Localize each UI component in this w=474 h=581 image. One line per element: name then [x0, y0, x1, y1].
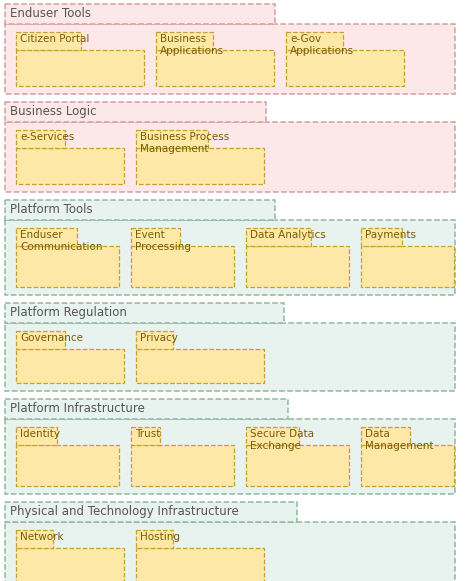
- Bar: [16, 32, 81, 50]
- Bar: [5, 24, 455, 94]
- Bar: [131, 246, 234, 287]
- Text: Business Logic: Business Logic: [10, 105, 97, 118]
- Bar: [246, 246, 349, 287]
- Bar: [5, 220, 455, 295]
- Text: Physical and Technology Infrastructure: Physical and Technology Infrastructure: [10, 505, 239, 518]
- Bar: [16, 50, 144, 86]
- Bar: [16, 130, 65, 148]
- Bar: [361, 246, 454, 287]
- Bar: [5, 399, 289, 419]
- Bar: [5, 419, 455, 494]
- Text: Data
Management: Data Management: [365, 429, 434, 451]
- Text: Business Process
Management: Business Process Management: [140, 132, 229, 153]
- Text: Enduser
Communication: Enduser Communication: [20, 230, 102, 252]
- Bar: [5, 323, 455, 391]
- Text: Platform Tools: Platform Tools: [10, 203, 92, 216]
- Bar: [246, 445, 349, 486]
- Text: Hosting: Hosting: [140, 532, 180, 542]
- Bar: [136, 148, 264, 184]
- Text: Trust: Trust: [135, 429, 160, 439]
- Text: Secure Data
Exchange: Secure Data Exchange: [250, 429, 314, 451]
- Bar: [156, 50, 274, 86]
- Text: Network: Network: [20, 532, 64, 542]
- Bar: [5, 4, 275, 24]
- Text: Identity: Identity: [20, 429, 60, 439]
- Bar: [156, 32, 213, 50]
- Bar: [131, 445, 234, 486]
- Bar: [5, 122, 455, 192]
- Bar: [16, 548, 124, 581]
- Bar: [136, 349, 264, 383]
- Bar: [361, 445, 454, 486]
- Bar: [16, 228, 77, 246]
- Bar: [246, 427, 299, 445]
- Text: Privacy: Privacy: [140, 333, 178, 343]
- Text: Event
Processing: Event Processing: [135, 230, 191, 252]
- Text: Data Analytics: Data Analytics: [250, 230, 326, 240]
- Bar: [5, 102, 266, 122]
- Text: Platform Infrastructure: Platform Infrastructure: [10, 402, 145, 415]
- Bar: [16, 445, 119, 486]
- Bar: [136, 130, 209, 148]
- Bar: [286, 32, 343, 50]
- Text: Governance: Governance: [20, 333, 83, 343]
- Bar: [136, 548, 264, 581]
- Bar: [136, 331, 173, 349]
- Bar: [286, 50, 404, 86]
- Bar: [16, 246, 119, 287]
- Bar: [361, 228, 402, 246]
- Bar: [16, 530, 53, 548]
- Bar: [16, 148, 124, 184]
- Text: Enduser Tools: Enduser Tools: [10, 7, 91, 20]
- Bar: [16, 331, 65, 349]
- Bar: [136, 530, 173, 548]
- Bar: [246, 228, 310, 246]
- Text: Platform Regulation: Platform Regulation: [10, 306, 127, 319]
- Text: Payments: Payments: [365, 230, 416, 240]
- Bar: [16, 349, 124, 383]
- Bar: [16, 427, 57, 445]
- Bar: [131, 228, 180, 246]
- Bar: [5, 200, 275, 220]
- Text: e-Gov
Applications: e-Gov Applications: [290, 34, 354, 56]
- Bar: [131, 427, 161, 445]
- Bar: [361, 427, 410, 445]
- Bar: [5, 303, 284, 323]
- Text: Citizen Portal: Citizen Portal: [20, 34, 90, 44]
- Text: e-Services: e-Services: [20, 132, 74, 142]
- Text: Business
Applications: Business Applications: [160, 34, 224, 56]
- Bar: [5, 502, 298, 522]
- Bar: [5, 522, 455, 581]
